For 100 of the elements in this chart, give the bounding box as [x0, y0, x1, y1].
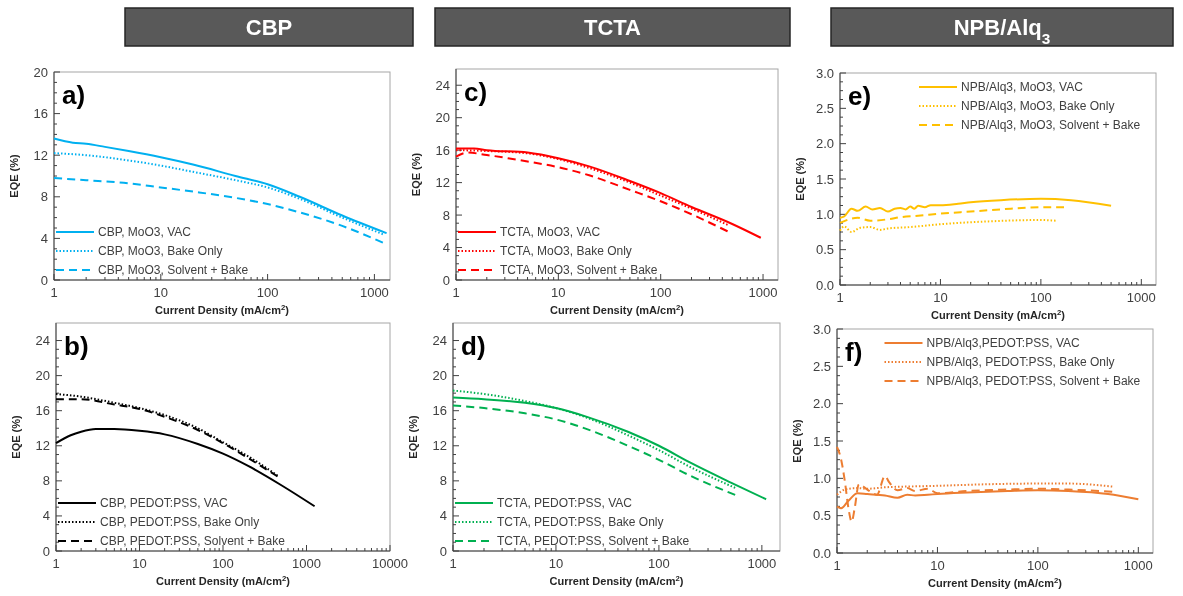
y-tick-label: 12 [435, 175, 450, 191]
annotation: b) [64, 331, 89, 361]
chart-title: CBP [245, 15, 293, 40]
annotation: d) [461, 331, 486, 361]
y-tick-label: 2.5 [815, 100, 834, 116]
x-tick-label: 10000 [371, 556, 409, 571]
y-tick-label: 0.0 [812, 545, 831, 561]
legend-label: CBP, MoO3, Solvent + Bake [98, 263, 249, 277]
y-tick-label: 12 [35, 438, 50, 454]
x-tick-label: 100 [649, 285, 672, 300]
y-tick-label: 0.5 [815, 242, 834, 258]
y-tick-label: 16 [432, 403, 447, 419]
y-tick-label: 20 [432, 368, 447, 384]
x-tick-label: 1 [50, 285, 58, 300]
y-tick-label: 4 [42, 508, 50, 524]
y-tick-label: 3.0 [812, 321, 831, 337]
chart-title: NPB/Alq$_{3}$ [953, 15, 1051, 47]
y-axis-title: EQE (%) [407, 414, 419, 459]
y-tick-label: 16 [33, 106, 48, 122]
y-tick-label: 24 [432, 333, 447, 349]
y-tick-label: 24 [35, 333, 50, 349]
y-tick-label: 8 [439, 473, 447, 489]
y-tick-label: 2.5 [812, 358, 831, 374]
legend-label: CBP, MoO3, Bake Only [98, 244, 223, 258]
y-tick-label: 12 [432, 438, 447, 454]
y-axis-title: EQE (%) [794, 156, 806, 201]
y-axis-title: EQE (%) [410, 152, 422, 197]
x-tick-label: 1000 [748, 285, 778, 300]
y-tick-label: 1.5 [815, 171, 834, 187]
y-tick-label: 1.0 [812, 470, 831, 486]
y-axis-title: EQE (%) [8, 153, 20, 198]
x-axis-title: Current Density (mA/cm$^{2}$) [549, 573, 684, 587]
legend-label: NPB/Alq3, PEDOT:PSS, Bake Only [926, 355, 1115, 369]
x-tick-label: 1000 [1126, 290, 1156, 305]
legend-label: CBP, PEDOT:PSS, Bake Only [100, 515, 260, 529]
y-tick-label: 3.0 [815, 65, 834, 81]
y-tick-label: 20 [35, 368, 50, 384]
x-tick-label: 1000 [292, 556, 321, 571]
legend-label: NPB/Alq3, MoO3, Bake Only [961, 99, 1115, 113]
legend-label: TCTA, PEDOT:PSS, VAC [497, 496, 633, 510]
y-tick-label: 0 [442, 272, 450, 288]
x-tick-label: 10 [132, 556, 147, 571]
y-tick-label: 8 [442, 207, 450, 223]
x-tick-label: 1 [836, 290, 844, 305]
y-tick-label: 4 [439, 508, 447, 524]
x-axis-title: Current Density (mA/cm$^{2}$) [550, 302, 685, 316]
legend-label: TCTA, PEDOT:PSS, Bake Only [497, 515, 664, 529]
x-tick-label: 1000 [1123, 558, 1153, 573]
legend-label: TCTA, MoO3, Bake Only [500, 244, 632, 258]
y-tick-label: 2.0 [815, 136, 834, 152]
x-tick-label: 1000 [359, 285, 389, 300]
x-tick-label: 1 [452, 285, 460, 300]
annotation: e) [848, 81, 872, 111]
legend-label: TCTA, MoO3, VAC [500, 225, 601, 239]
x-tick-label: 100 [1027, 558, 1049, 573]
y-tick-label: 16 [435, 142, 450, 158]
x-axis-title: Current Density (mA/cm$^{2}$) [931, 307, 1066, 321]
y-tick-label: 0 [40, 272, 48, 288]
x-tick-label: 100 [648, 556, 670, 571]
x-tick-label: 10 [930, 558, 945, 573]
y-tick-label: 8 [42, 473, 50, 489]
legend-label: CBP, MoO3, VAC [98, 225, 192, 239]
y-axis-title: EQE (%) [10, 414, 22, 459]
legend-label: NPB/Alq3,PEDOT:PSS, VAC [926, 336, 1080, 350]
x-tick-label: 10 [548, 556, 564, 571]
y-tick-label: 2.0 [812, 396, 831, 412]
x-tick-label: 1 [449, 556, 457, 571]
y-axis-title: EQE (%) [791, 418, 803, 463]
y-tick-label: 1.5 [812, 433, 831, 449]
legend-label: CBP, PEDOT:PSS, Solvent + Bake [100, 534, 286, 548]
x-tick-label: 1 [833, 558, 841, 573]
x-tick-label: 100 [212, 556, 234, 571]
annotation: f) [845, 337, 863, 367]
y-tick-label: 16 [35, 403, 50, 419]
x-tick-label: 100 [256, 285, 279, 300]
x-tick-label: 10 [551, 285, 566, 300]
x-tick-label: 10 [933, 290, 948, 305]
y-tick-label: 4 [40, 230, 48, 246]
legend-label: NPB/Alq3, MoO3, VAC [961, 80, 1084, 94]
x-axis-title: Current Density (mA/cm$^{2}$) [928, 575, 1063, 589]
y-tick-label: 24 [435, 77, 450, 93]
annotation: c) [464, 77, 488, 107]
y-tick-label: 20 [33, 64, 48, 80]
legend-label: CBP, PEDOT:PSS, VAC [100, 496, 228, 510]
y-tick-label: 8 [40, 189, 48, 205]
y-tick-label: 1.0 [815, 206, 834, 222]
annotation: a) [62, 80, 86, 110]
legend-label: NPB/Alq3, MoO3, Solvent + Bake [961, 118, 1141, 132]
x-axis-title: Current Density (mA/cm$^{2}$) [156, 573, 291, 587]
chart-title: TCTA [583, 15, 642, 40]
legend-label: TCTA, MoO3, Solvent + Bake [500, 263, 658, 277]
y-tick-label: 0.5 [812, 508, 831, 524]
y-tick-label: 12 [33, 147, 48, 163]
y-tick-label: 0 [439, 543, 447, 559]
x-tick-label: 10 [153, 285, 169, 300]
y-tick-label: 0.0 [815, 277, 834, 293]
legend-label: NPB/Alq3, PEDOT:PSS, Solvent + Bake [926, 374, 1141, 388]
y-tick-label: 4 [442, 240, 450, 256]
x-tick-label: 1 [52, 556, 60, 571]
x-tick-label: 100 [1030, 290, 1052, 305]
